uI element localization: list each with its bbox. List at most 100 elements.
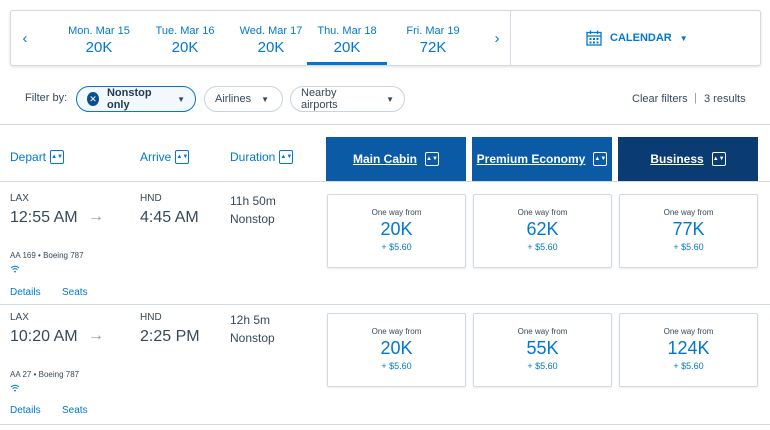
flight-number: AA 27 (10, 370, 32, 379)
date-label: Fri. Mar 19 (406, 25, 460, 37)
fare-label: One way from (663, 208, 714, 217)
fare-points: 20K (380, 219, 413, 239)
fare-premium-economy[interactable]: One way from 62K + $5.60 (473, 194, 612, 268)
duration: 11h 50m (230, 194, 276, 208)
wifi-icon (10, 265, 20, 275)
sort-depart-header[interactable]: Depart ▲▼ (10, 150, 65, 164)
details-link[interactable]: Details (10, 405, 41, 416)
departure-airport: LAX (10, 193, 29, 204)
divider (510, 11, 511, 65)
fare-main-cabin[interactable]: One way from 20K + $5.60 (327, 194, 466, 268)
fare-tax: + $5.60 (381, 361, 412, 371)
fare-tax: + $5.60 (527, 242, 558, 252)
sort-arrive-header[interactable]: Arrive ▲▼ (140, 150, 190, 164)
date-price: 20K (85, 39, 113, 56)
chevron-left-icon: ‹ (22, 29, 28, 47)
arrive-label: Arrive (140, 150, 172, 164)
business-header[interactable]: Business ▲▼ (618, 137, 758, 181)
fare-label: One way from (517, 327, 568, 336)
remove-filter-icon[interactable]: ✕ (87, 92, 99, 106)
caret-down-icon: ▼ (261, 94, 269, 104)
calendar-button[interactable]: CALENDAR ▼ (586, 30, 688, 46)
airlines-filter[interactable]: Airlines ▼ (204, 86, 283, 112)
fare-premium-economy[interactable]: One way from 55K + $5.60 (473, 313, 612, 387)
stops: Nonstop (230, 212, 275, 226)
sort-icon: ▲▼ (279, 150, 294, 164)
sort-icon: ▲▼ (711, 152, 726, 166)
arrival-airport: HND (140, 193, 162, 204)
fare-business[interactable]: One way from 124K + $5.60 (619, 313, 758, 387)
fare-label: One way from (663, 327, 714, 336)
fare-points: 124K (667, 338, 710, 358)
sort-icon: ▲▼ (50, 150, 65, 164)
clear-filters-link[interactable]: Clear filters (632, 93, 688, 105)
calendar-label: CALENDAR (610, 32, 672, 44)
filter-by-label: Filter by: (25, 92, 68, 104)
date-option-mar-15[interactable]: Mon. Mar 15 20K (59, 11, 139, 65)
date-label: Mon. Mar 15 (68, 25, 130, 37)
date-label: Wed. Mar 17 (239, 25, 303, 37)
seats-link[interactable]: Seats (62, 405, 88, 416)
fare-points: 77K (672, 219, 705, 239)
date-label: Tue. Mar 16 (155, 25, 215, 37)
sort-icon: ▲▼ (175, 150, 190, 164)
fare-points: 20K (380, 338, 413, 358)
divider (0, 181, 770, 182)
fare-main-cabin[interactable]: One way from 20K + $5.60 (327, 313, 466, 387)
seats-link[interactable]: Seats (62, 287, 88, 298)
details-link[interactable]: Details (10, 287, 41, 298)
previous-dates-button[interactable]: ‹ (13, 11, 37, 65)
arrow-right-icon: → (88, 208, 104, 225)
date-price: 20K (171, 39, 199, 56)
fare-label: One way from (517, 208, 568, 217)
next-dates-button[interactable]: › (485, 11, 509, 65)
duration: 12h 5m (230, 313, 271, 327)
caret-down-icon: ▼ (386, 94, 394, 104)
date-option-mar-19[interactable]: Fri. Mar 19 72K (393, 11, 473, 65)
date-option-mar-18-selected[interactable]: Thu. Mar 18 20K (307, 11, 387, 65)
departure-time: 12:55 AM (10, 209, 78, 226)
fare-tax: + $5.60 (381, 242, 412, 252)
fare-business[interactable]: One way from 77K + $5.60 (619, 194, 758, 268)
nearby-airports-filter[interactable]: Nearby airports ▼ (290, 86, 405, 112)
chevron-right-icon: › (494, 29, 500, 47)
fare-tax: + $5.60 (673, 242, 704, 252)
airlines-label: Airlines (215, 93, 252, 105)
departure-time: 10:20 AM (10, 328, 78, 345)
divider (0, 304, 770, 305)
wifi-icon (10, 384, 20, 394)
date-option-mar-17[interactable]: Wed. Mar 17 20K (231, 11, 311, 65)
arrival-time: 2:25 PM (140, 328, 200, 345)
nonstop-only-filter[interactable]: ✕ Nonstop only ▼ (76, 86, 196, 112)
nearby-airports-label: Nearby airports (301, 87, 338, 111)
depart-label: Depart (10, 150, 47, 164)
date-option-mar-16[interactable]: Tue. Mar 16 20K (145, 11, 225, 65)
fare-points: 62K (526, 219, 559, 239)
arrival-airport: HND (140, 312, 162, 323)
date-price: 72K (419, 39, 447, 56)
sort-icon: ▲▼ (593, 152, 608, 166)
caret-down-icon: ▼ (177, 94, 185, 104)
arrival-time: 4:45 AM (140, 209, 199, 226)
caret-down-icon: ▼ (679, 33, 688, 43)
flight-number: AA 169 (10, 251, 36, 260)
departure-airport: LAX (10, 312, 29, 323)
aircraft: Boeing 787 (38, 370, 80, 379)
sort-icon: ▲▼ (425, 152, 439, 166)
date-price: 20K (257, 39, 285, 56)
main-cabin-header[interactable]: Main Cabin ▲▼ (326, 137, 466, 181)
sort-duration-header[interactable]: Duration ▲▼ (230, 150, 294, 164)
nonstop-label: Nonstop only (106, 87, 152, 111)
aircraft: Boeing 787 (43, 251, 84, 260)
divider (0, 424, 770, 425)
date-label: Thu. Mar 18 (317, 25, 377, 37)
fare-label: One way from (371, 208, 422, 217)
fare-label: One way from (371, 327, 422, 336)
divider (0, 124, 770, 125)
premium-economy-header[interactable]: Premium Economy ▲▼ (472, 137, 612, 181)
fare-points: 55K (526, 338, 559, 358)
calendar-icon (586, 30, 602, 46)
duration-label: Duration (230, 150, 276, 164)
premium-economy-label: Premium Economy (476, 152, 586, 166)
main-cabin-label: Main Cabin (352, 152, 417, 166)
